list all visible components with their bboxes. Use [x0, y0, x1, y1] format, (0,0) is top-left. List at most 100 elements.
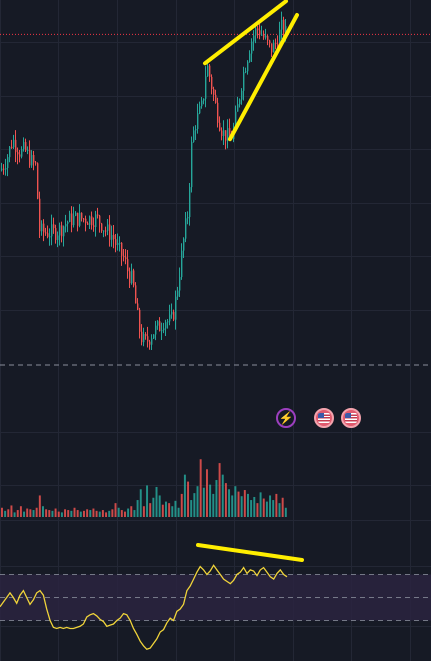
candle-body — [133, 270, 135, 286]
drawings-layer[interactable] — [196, 0, 304, 562]
volume-bar — [35, 507, 38, 517]
candle-body — [141, 331, 143, 343]
volume-bar — [281, 497, 284, 517]
volume-bar — [202, 487, 205, 517]
candle-body — [187, 217, 189, 219]
volume-bar — [76, 510, 79, 517]
candle-body — [145, 333, 147, 337]
volume-bar — [278, 503, 281, 517]
candle-body — [159, 321, 161, 332]
candle-body — [97, 214, 99, 216]
candle-body — [71, 213, 73, 226]
candle-body — [191, 141, 193, 188]
volume-bar — [114, 503, 117, 517]
volume-bar — [92, 508, 95, 517]
volume-bar — [275, 493, 278, 517]
candle-body — [229, 128, 231, 138]
candle-body — [237, 104, 239, 112]
volume-bar — [101, 510, 104, 517]
price-trendline — [228, 13, 299, 142]
candle-body — [215, 94, 217, 103]
candle-body — [149, 341, 151, 345]
candle-body — [217, 102, 219, 123]
candle-body — [161, 330, 163, 332]
candle-body — [197, 113, 199, 129]
candle-body — [107, 224, 109, 231]
volume-bar — [120, 510, 123, 517]
candle-body — [179, 277, 181, 291]
candle-body — [59, 225, 61, 236]
volume-bar — [48, 510, 51, 517]
us-flag-icon[interactable] — [341, 408, 361, 428]
price-pane[interactable] — [0, 11, 431, 366]
candle-body — [45, 232, 47, 234]
candle-body — [87, 223, 89, 225]
volume-bar — [89, 510, 92, 517]
candle-body — [79, 212, 81, 226]
us-flag-icon[interactable] — [314, 408, 334, 428]
candle-body — [183, 238, 185, 251]
flag-glyph — [318, 413, 330, 423]
volume-bar — [95, 510, 98, 517]
volume-bar — [199, 459, 202, 517]
volume-bar — [149, 503, 152, 517]
candle-body — [5, 168, 7, 170]
candle-body — [171, 311, 173, 315]
candle-body — [1, 168, 3, 171]
volume-bar — [165, 501, 167, 517]
candle-body — [167, 321, 169, 323]
candle-body — [129, 271, 131, 284]
volume-bar — [218, 463, 221, 517]
volume-bar — [38, 495, 41, 517]
candle-body — [7, 157, 9, 169]
candle-body — [31, 154, 33, 166]
candle-body — [211, 76, 213, 90]
candle-body — [73, 215, 75, 226]
candle-body — [253, 35, 255, 42]
volume-bar — [146, 485, 149, 517]
volume-bar — [152, 497, 155, 517]
volume-bar — [32, 510, 35, 517]
candle-body — [137, 303, 139, 310]
volume-bar — [139, 489, 142, 517]
volume-bar — [10, 505, 13, 517]
rsi-band — [0, 574, 431, 621]
volume-bar — [234, 486, 237, 517]
candle-body — [121, 242, 123, 256]
candle-body — [177, 290, 179, 297]
candle-body — [249, 53, 251, 62]
volume-bar — [193, 493, 196, 517]
candle-body — [209, 65, 211, 77]
volume-bar — [73, 507, 76, 517]
candle-body — [83, 218, 85, 220]
volume-bar — [4, 510, 7, 517]
candle-body — [15, 139, 17, 153]
candle-body — [111, 234, 113, 240]
flag-glyph — [345, 413, 357, 423]
candle-body — [115, 239, 117, 246]
candle-body — [23, 142, 25, 150]
candle-body — [35, 162, 37, 164]
candle-body — [57, 235, 59, 240]
volume-bar — [187, 481, 190, 517]
rsi-line — [0, 564, 288, 651]
lightning-icon[interactable]: ⚡ — [276, 408, 296, 428]
volume-bar — [269, 495, 272, 517]
volume-bar — [142, 506, 145, 517]
candle-body — [261, 34, 263, 36]
candle-body — [21, 149, 23, 157]
candle-body — [49, 236, 51, 238]
candle-body — [225, 130, 227, 141]
candle-body — [163, 328, 165, 331]
volume-bar — [158, 495, 161, 517]
volume-bar — [23, 511, 26, 517]
volume-bar — [86, 509, 89, 517]
candle-body — [271, 43, 273, 53]
candle-body — [43, 223, 45, 233]
volume-bar — [16, 510, 19, 517]
candle-body — [39, 198, 41, 232]
volume-bar — [221, 474, 224, 517]
volume-bar — [224, 483, 227, 517]
volume-bar — [171, 506, 174, 517]
